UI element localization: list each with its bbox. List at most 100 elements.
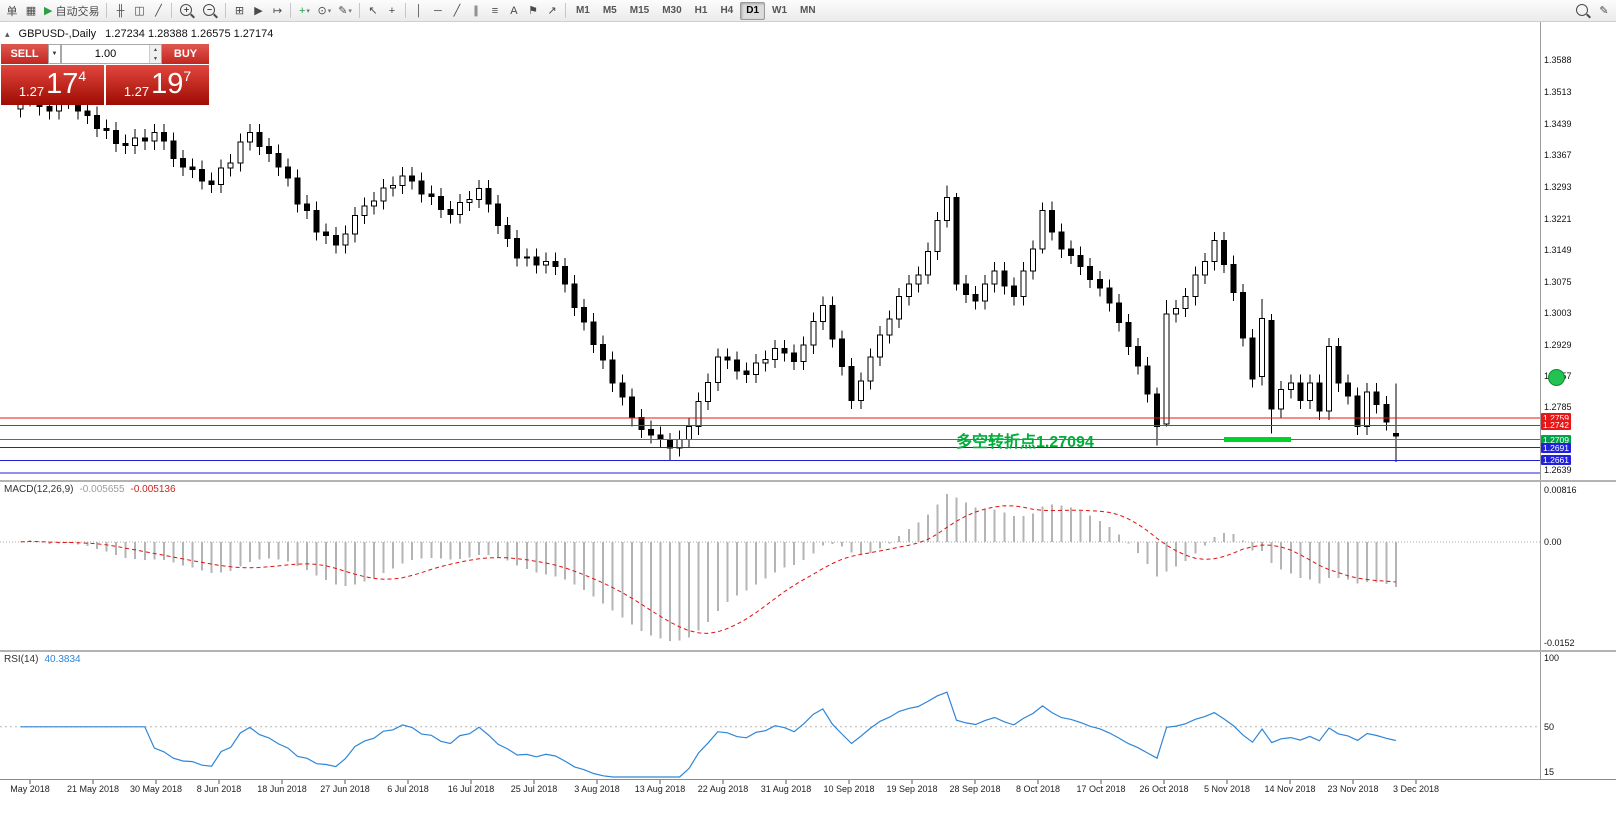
buy-button[interactable]: BUY [162,44,209,64]
search-icon [1576,3,1588,16]
tf-m1[interactable]: M1 [575,5,590,16]
line-chart-icon[interactable]: ╱ [155,5,162,17]
rsi-panel-separator[interactable] [0,650,1616,652]
tf-h4[interactable]: H4 [720,5,734,16]
date-axis-label: 22 Aug 2018 [697,784,749,794]
date-axis-label: 3 Dec 2018 [1392,784,1440,794]
tile-windows-icon[interactable]: ⊞ [234,5,245,17]
ohlc-values: 1.27234 1.28388 1.26575 1.27174 [105,28,274,40]
date-axis-label: 31 Aug 2018 [760,784,812,794]
zoom-in-icon[interactable]: + [176,2,198,20]
tf-m5[interactable]: M5 [602,5,617,16]
zoom-out-icon: − [203,3,216,16]
date-axis-label: 30 May 2018 [129,784,183,794]
tf-w1[interactable]: W1 [772,5,788,16]
date-axis-label: 6 Jul 2018 [387,784,429,794]
chart-canvas[interactable] [0,22,1616,801]
trendline-tool-icon[interactable]: ╱ [453,5,461,17]
date-axis-label: 21 May 2018 [66,784,120,794]
search-icon[interactable] [1572,2,1594,20]
date-axis-label: 16 Jul 2018 [447,784,495,794]
price-axis-label: 1.2785 [1544,401,1572,412]
green-marker-icon[interactable] [1548,369,1565,386]
volume-down-icon[interactable]: ▼ [150,54,161,63]
label-tool-icon[interactable]: ⚑ [528,5,538,17]
zoom-out-icon[interactable]: − [199,2,221,20]
candlestick-chart-icon[interactable]: ◫ [134,5,145,17]
price-tag[interactable]: 1.2691 [1541,442,1571,453]
bar-chart-icon[interactable]: ╫ [116,4,125,17]
macd-signal-value: -0.005136 [130,484,176,495]
date-axis-label: 10 Sep 2018 [823,784,875,794]
chart-shift-icon[interactable]: ↦ [272,5,283,17]
candles-layer [17,79,1399,462]
price-tag[interactable]: 1.2661 [1541,455,1571,466]
charts-grid-icon[interactable]: ▦ [25,5,37,17]
arrows-tool-icon[interactable]: ↗ [547,5,557,17]
tf-h1[interactable]: H1 [694,5,708,16]
vline-tool-icon[interactable]: │ [415,4,423,17]
fibonacci-tool-icon[interactable]: ≡ [491,4,499,17]
price-axis-label: 1.2639 [1544,464,1572,475]
hlines-layer [0,417,1540,474]
bid-price-display[interactable]: 1.27 17 4 [1,65,104,105]
tf-m30[interactable]: M30 [662,5,682,16]
tf-m15[interactable]: M15 [629,5,650,16]
rsi-value: 40.3834 [44,654,81,665]
date-axis-label: 3 Aug 2018 [574,784,620,794]
price-axis-label: 1.3513 [1544,87,1572,98]
date-axis-label: 25 Jul 2018 [510,784,558,794]
price-axis-label: 1.3075 [1544,276,1572,287]
tf-d1[interactable]: D1 [740,1,766,20]
bid-price-prefix: 1.27 [18,84,45,99]
price-tag[interactable]: 1.2759 [1541,413,1571,424]
toolbar-separator [225,3,227,18]
quick-edit-icon[interactable]: ✎ [1599,5,1609,17]
text-tool-icon[interactable]: A [510,4,518,17]
auto-scroll-icon[interactable]: ▶ [254,5,263,17]
pivot-annotation-text[interactable]: 多空转折点1.27094 [956,434,1094,451]
new-order-button[interactable]: 单 [6,5,18,18]
date-axis-label: 14 Nov 2018 [1264,784,1316,794]
date-axis-label: 23 Nov 2018 [1327,784,1379,794]
volume-field: ▲ ▼ [61,44,162,64]
macd-panel-separator[interactable] [0,480,1616,482]
volume-input[interactable] [62,45,149,63]
rsi-line [20,691,1396,778]
highlight-segment[interactable] [1223,437,1291,443]
date-axis-label: 5 Nov 2018 [1203,784,1251,794]
rsi-axis-mid: 50 [1544,721,1555,732]
hline-tool-icon[interactable]: ─ [434,4,442,17]
ask-price-pips: 19 [151,68,184,100]
ask-price-display[interactable]: 1.27 19 7 [106,65,209,105]
tf-mn[interactable]: MN [800,5,816,16]
rsi-header: RSI(14) 40.3834 [4,654,81,665]
macd-axis-min: -0.0152 [1544,638,1575,648]
volume-dropdown-icon[interactable]: ▼ [48,44,61,64]
rsi-axis-min: 15 [1544,767,1555,777]
ask-price-point: 7 [183,68,192,84]
periods-icon[interactable]: ⊙ ▾ [317,5,332,17]
price-axis-label: 1.3588 [1544,55,1572,65]
date-axis-label: 8 Oct 2018 [1015,784,1061,794]
cursor-icon[interactable]: ↖ [368,5,378,17]
templates-icon[interactable]: ✎ ▾ [338,5,352,17]
autotrade-button[interactable]: ▶ 自动交易 [44,5,100,18]
price-tag[interactable]: 1.2742 [1541,420,1571,431]
bid-price-pips: 17 [46,68,79,100]
crosshair-icon[interactable]: + [388,4,396,17]
volume-spinner: ▲ ▼ [149,45,161,63]
price-tag[interactable]: 1.2709 [1541,434,1571,445]
date-axis-label: 26 Oct 2018 [1139,784,1189,794]
trade-panel-toggle-icon[interactable]: ▴ [5,28,10,39]
volume-up-icon[interactable]: ▲ [150,45,161,54]
channel-tool-icon[interactable]: ∥ [473,5,479,17]
toolbar-separator [404,3,406,18]
chart-header: ▴ GBPUSD-,Daily 1.27234 1.28388 1.26575 … [5,28,273,40]
macd-header: MACD(12,26,9) -0.005655 -0.005136 [4,484,176,495]
indicators-icon[interactable]: + ▾ [298,4,310,17]
date-axis-label: 8 Jun 2018 [196,784,242,794]
date-axis-label: 28 Sep 2018 [949,784,1001,794]
price-axis-divider [1540,22,1541,779]
sell-button[interactable]: SELL [1,44,48,64]
